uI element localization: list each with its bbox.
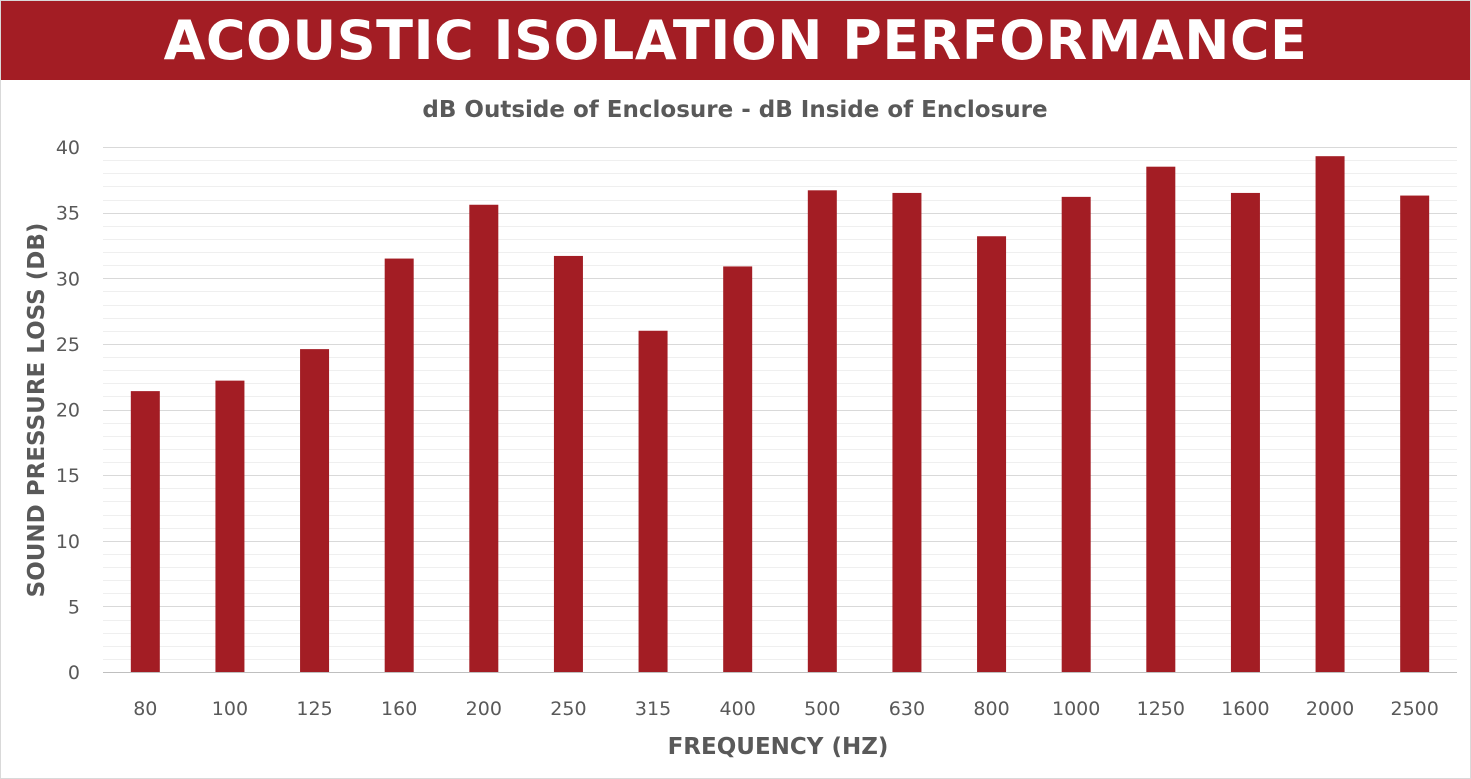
x-tick-label: 400 [720, 698, 756, 720]
bar [384, 258, 414, 672]
x-tick-label: 315 [635, 698, 671, 720]
y-tick-label: 30 [56, 268, 80, 290]
x-axis-ticks: 80 100 125 160 200 250 315 400 500 630 800 1000 1250… [133, 698, 1439, 720]
x-tick-label: 1600 [1221, 698, 1269, 720]
bar [1315, 156, 1345, 672]
bar [723, 266, 753, 672]
x-tick-label: 630 [889, 698, 925, 720]
x-tick-label: 250 [550, 698, 586, 720]
x-tick-label: 1000 [1052, 698, 1100, 720]
x-tick-label: 125 [296, 698, 332, 720]
y-tick-label: 20 [56, 400, 80, 422]
chart-subtitle: dB Outside of Enclosure - dB Inside of E… [422, 97, 1047, 123]
bar [807, 190, 837, 672]
y-tick-label: 10 [56, 531, 80, 553]
bar [1146, 166, 1176, 672]
x-axis-title: FREQUENCY (HZ) [668, 734, 889, 760]
bar [300, 349, 330, 672]
y-tick-label: 40 [56, 137, 80, 159]
x-tick-label: 1250 [1137, 698, 1185, 720]
bar [469, 204, 499, 672]
x-tick-label: 2000 [1306, 698, 1354, 720]
x-tick-label: 2500 [1391, 698, 1439, 720]
x-tick-label: 160 [381, 698, 417, 720]
bar [130, 391, 160, 672]
bar [553, 255, 583, 672]
y-tick-label: 35 [56, 203, 80, 225]
x-tick-label: 100 [212, 698, 248, 720]
y-tick-label: 15 [56, 465, 80, 487]
bar [892, 192, 922, 672]
y-tick-label: 25 [56, 334, 80, 356]
bar [1061, 196, 1091, 672]
bar [638, 330, 668, 672]
bar [1230, 192, 1260, 672]
x-tick-label: 800 [973, 698, 1009, 720]
bar [977, 236, 1007, 672]
y-tick-label: 0 [68, 662, 80, 684]
y-axis-title: SOUND PRESSURE LOSS (DB) [24, 223, 50, 598]
y-axis-ticks: 0 5 10 15 20 25 30 35 40 [56, 137, 80, 684]
bar [1400, 195, 1430, 672]
title-banner: ACOUSTIC ISOLATION PERFORMANCE [1, 1, 1470, 80]
bar [215, 380, 245, 672]
x-tick-label: 80 [133, 698, 157, 720]
x-tick-label: 500 [804, 698, 840, 720]
x-tick-label: 200 [466, 698, 502, 720]
page-title: ACOUSTIC ISOLATION PERFORMANCE [163, 8, 1308, 72]
bar-series [130, 156, 1430, 672]
y-tick-label: 5 [68, 596, 80, 618]
